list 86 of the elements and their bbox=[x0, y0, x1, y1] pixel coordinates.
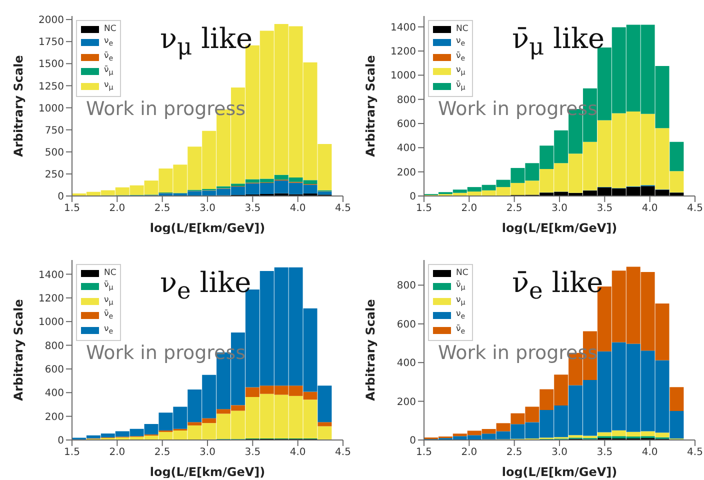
legend-label: ν̄$_{e}$ bbox=[456, 50, 466, 64]
y-tick-label: 600 bbox=[44, 364, 64, 376]
x-tick-label: 2.5 bbox=[506, 203, 522, 214]
y-tick-label: 400 bbox=[44, 388, 64, 400]
legend-label: ν$_{e}$ bbox=[104, 35, 114, 50]
x-tick-label: 2.5 bbox=[154, 447, 170, 458]
y-tick-label: 800 bbox=[44, 340, 64, 352]
y-tick-label: 1200 bbox=[390, 46, 416, 58]
legend-label: ν$_{μ}$ bbox=[104, 294, 114, 308]
y-tick-label: 1250 bbox=[38, 81, 64, 92]
chart-title: ν̄$_{e}$ like bbox=[512, 266, 604, 305]
legend-label: ν̄$_{μ}$ bbox=[104, 64, 114, 80]
legend-label: ν$_{μ}$ bbox=[456, 64, 466, 80]
x-tick-label: 4.5 bbox=[687, 203, 703, 214]
legend-label: ν̄$_{e}$ bbox=[456, 323, 466, 338]
x-tick-label: 2.0 bbox=[461, 203, 478, 214]
y-tick-label: 1000 bbox=[38, 103, 64, 114]
x-tick-label: 1.5 bbox=[64, 447, 80, 458]
y-tick-label: 750 bbox=[44, 125, 64, 136]
legend-label: ν̄$_{e}$ bbox=[104, 50, 114, 64]
y-tick-label: 500 bbox=[44, 147, 64, 158]
x-tick-label: 3.5 bbox=[244, 203, 261, 214]
legend-label: ν̄$_{e}$ bbox=[104, 308, 114, 324]
x-tick-label: 3.5 bbox=[596, 203, 613, 214]
y-axis-title: Arbitrary Scale bbox=[11, 299, 26, 401]
y-tick-label: 200 bbox=[44, 412, 64, 423]
y-tick-label: 200 bbox=[396, 167, 416, 178]
x-tick-label: 4.5 bbox=[335, 203, 351, 214]
y-tick-label: 2000 bbox=[38, 15, 64, 26]
x-tick-label: 3.5 bbox=[244, 447, 261, 458]
x-tick-label: 2.5 bbox=[154, 203, 170, 214]
x-tick-label: 3.0 bbox=[200, 203, 216, 214]
legend-label: ν$_{μ}$ bbox=[104, 79, 114, 94]
x-tick-label: 3.5 bbox=[596, 447, 613, 458]
x-tick-label: 1.5 bbox=[64, 203, 80, 214]
y-tick-label: 800 bbox=[396, 94, 416, 106]
legend-label: ν$_{e}$ bbox=[104, 323, 114, 338]
y-tick-label: 250 bbox=[44, 169, 64, 180]
x-tick-label: 4.0 bbox=[642, 203, 658, 214]
x-tick-label: 4.5 bbox=[335, 447, 351, 458]
y-axis-title: Arbitrary Scale bbox=[363, 55, 378, 157]
y-tick-label: 0 bbox=[410, 192, 416, 203]
legend-label: NC bbox=[104, 23, 116, 35]
x-tick-label: 1.5 bbox=[416, 447, 432, 458]
y-tick-label: 400 bbox=[396, 143, 416, 154]
y-axis-title: Arbitrary Scale bbox=[11, 55, 26, 157]
x-tick-label: 3.0 bbox=[200, 447, 216, 458]
y-tick-label: 1750 bbox=[38, 37, 64, 48]
legend-label: ν$_{e}$ bbox=[456, 35, 466, 50]
y-axis-title: Arbitrary Scale bbox=[363, 299, 378, 401]
chart-title: ν̄$_{μ}$ like bbox=[512, 22, 605, 61]
chart-title: ν$_{e}$ like bbox=[160, 266, 252, 305]
y-tick-label: 0 bbox=[410, 436, 416, 447]
legend-label: NC bbox=[456, 23, 468, 35]
y-tick-label: 1000 bbox=[38, 317, 64, 328]
y-tick-label: 1200 bbox=[38, 293, 64, 304]
x-tick-label: 4.0 bbox=[290, 203, 306, 214]
x-tick-label: 4.5 bbox=[687, 447, 703, 458]
x-tick-label: 3.0 bbox=[552, 447, 568, 458]
legend-label: ν̄$_{μ}$ bbox=[104, 279, 114, 294]
x-tick-label: 2.0 bbox=[109, 447, 126, 458]
legend-label: ν̄$_{μ}$ bbox=[456, 279, 466, 294]
y-tick-label: 800 bbox=[396, 280, 416, 292]
x-tick-label: 2.0 bbox=[461, 447, 478, 458]
y-tick-label: 1400 bbox=[38, 270, 64, 281]
x-tick-label: 1.5 bbox=[416, 203, 432, 214]
chart-title: ν$_{μ}$ like bbox=[160, 22, 253, 61]
x-tick-label: 4.0 bbox=[642, 447, 658, 458]
legend-label: ν̄$_{μ}$ bbox=[456, 79, 466, 94]
legend-label: ν$_{e}$ bbox=[456, 308, 466, 324]
y-tick-label: 1000 bbox=[390, 70, 416, 82]
y-tick-label: 600 bbox=[396, 119, 416, 130]
y-tick-label: 600 bbox=[396, 319, 416, 330]
legend-label: NC bbox=[104, 267, 116, 279]
x-tick-label: 4.0 bbox=[290, 447, 306, 458]
y-tick-label: 1500 bbox=[38, 59, 64, 70]
y-tick-label: 1400 bbox=[390, 22, 416, 34]
y-tick-label: 0 bbox=[58, 192, 64, 203]
legend-label: NC bbox=[456, 267, 468, 279]
x-tick-label: 2.5 bbox=[506, 447, 522, 458]
x-tick-label: 2.0 bbox=[109, 203, 126, 214]
y-tick-label: 0 bbox=[58, 436, 64, 447]
y-tick-label: 200 bbox=[396, 396, 416, 408]
y-tick-label: 400 bbox=[396, 358, 416, 370]
x-tick-label: 3.0 bbox=[552, 203, 568, 214]
legend-label: ν$_{μ}$ bbox=[456, 294, 466, 308]
